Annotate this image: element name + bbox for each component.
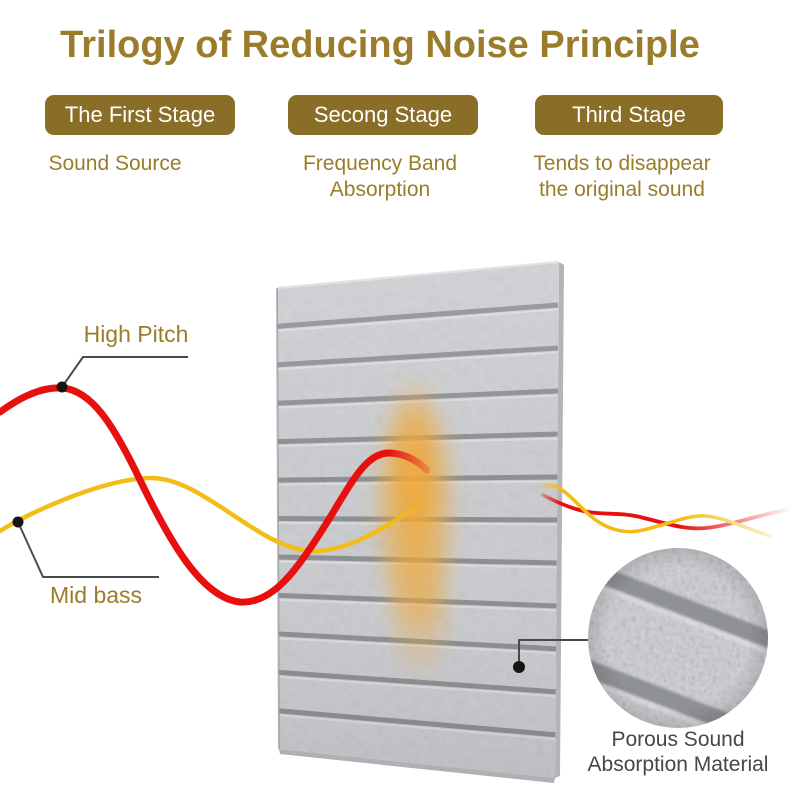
porous-material-callout-dot [513, 661, 525, 673]
porous-material-callout-line [518, 639, 596, 667]
high-pitch-callout-dot [56, 381, 68, 393]
mid-bass-callout-dot [12, 516, 24, 528]
panel-left-edge [276, 287, 280, 750]
stage-badge-third-label: Third Stage [572, 102, 686, 127]
yellow-sound-wave-attenuated [541, 483, 772, 538]
high-pitch-callout-line [61, 356, 188, 388]
porous-material-caption: Porous Sound Absorption Material [587, 728, 769, 776]
mid-bass-label: Mid bass [50, 582, 143, 608]
high-pitch-label: High Pitch [83, 321, 189, 347]
stage-description-first: Sound Source [48, 152, 182, 175]
incoming-sound-waves [0, 384, 431, 606]
panel-top-bevel [276, 260, 560, 290]
stage-badge-second-label: Secong Stage [313, 102, 453, 127]
yellow-sound-wave [0, 475, 425, 554]
panel-bottom-face [279, 749, 555, 783]
page-title: Trilogy of Reducing Noise Principle [60, 24, 700, 66]
absorption-glow [367, 370, 463, 685]
red-sound-wave-attenuated [541, 493, 794, 531]
panel-side-face [555, 262, 564, 778]
callouts [12, 356, 596, 673]
red-sound-wave [0, 384, 431, 606]
mid-bass-callout-line [17, 521, 159, 578]
acoustic-panel [276, 260, 564, 783]
magnifier-vignette [588, 548, 768, 728]
stage-description-third: Tends to disappear the original sound [533, 152, 711, 201]
stage-badge-first: The First Stage [45, 95, 235, 135]
stage-badge-third: Third Stage [535, 95, 723, 135]
stage-badge-second: Secong Stage [288, 95, 478, 135]
stage-description-second: Frequency Band Absorption [302, 152, 458, 201]
outgoing-sound-waves [541, 483, 794, 538]
stage-badge-first-label: The First Stage [64, 102, 216, 127]
